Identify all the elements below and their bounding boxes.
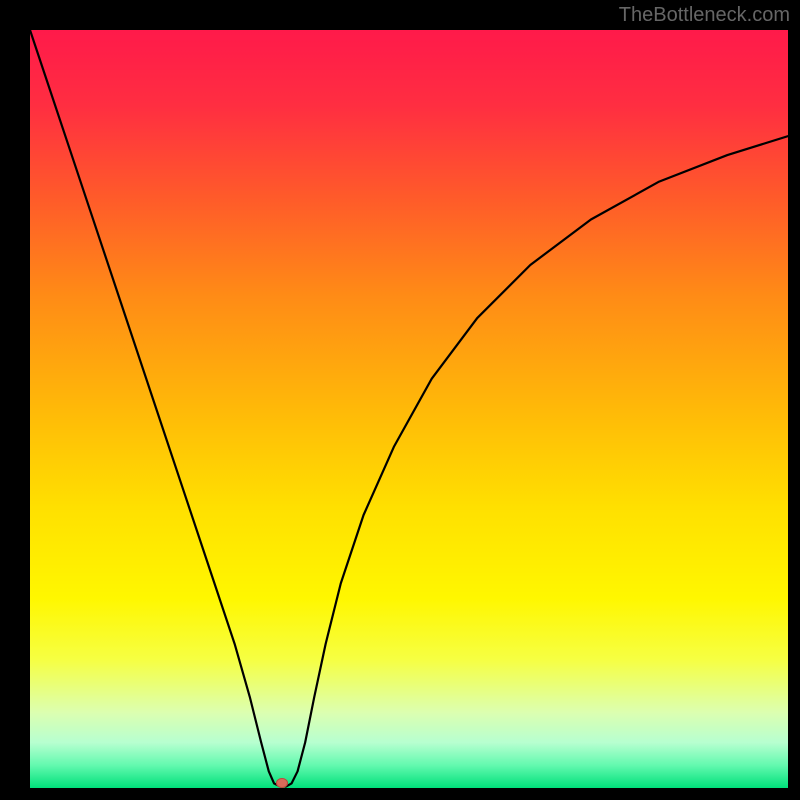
curve-svg <box>30 30 788 788</box>
chart-frame: TheBottleneck.com <box>0 0 800 800</box>
watermark-text: TheBottleneck.com <box>619 4 790 27</box>
bottleneck-curve <box>30 30 788 786</box>
minimum-marker <box>276 778 288 788</box>
plot-area <box>30 30 788 788</box>
